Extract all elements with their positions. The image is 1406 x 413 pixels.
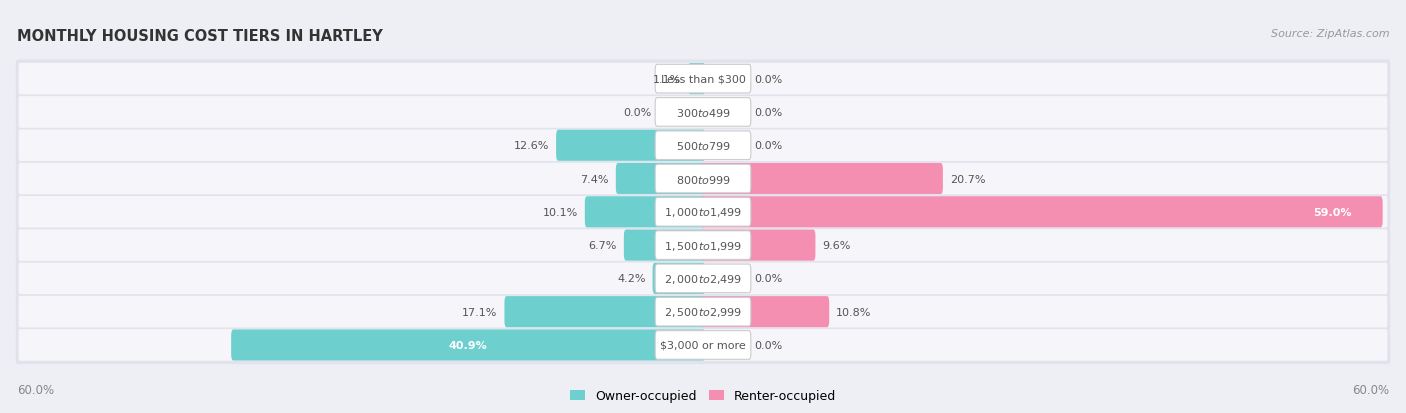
Text: 60.0%: 60.0% [1353,384,1389,396]
Text: Less than $300: Less than $300 [661,74,745,84]
FancyBboxPatch shape [15,326,1391,364]
FancyBboxPatch shape [18,263,1388,294]
FancyBboxPatch shape [18,130,1388,161]
FancyBboxPatch shape [15,260,1391,298]
FancyBboxPatch shape [15,226,1391,265]
Text: 60.0%: 60.0% [17,384,53,396]
FancyBboxPatch shape [655,298,751,326]
Text: $300 to $499: $300 to $499 [675,107,731,119]
Text: 10.8%: 10.8% [837,307,872,317]
FancyBboxPatch shape [15,94,1391,132]
Text: 10.1%: 10.1% [543,207,578,217]
FancyBboxPatch shape [655,331,751,359]
Text: $2,000 to $2,499: $2,000 to $2,499 [664,272,742,285]
FancyBboxPatch shape [700,297,830,328]
FancyBboxPatch shape [505,297,706,328]
FancyBboxPatch shape [18,197,1388,228]
FancyBboxPatch shape [15,293,1391,331]
Text: $800 to $999: $800 to $999 [675,173,731,185]
FancyBboxPatch shape [231,330,706,361]
FancyBboxPatch shape [655,198,751,227]
Text: Source: ZipAtlas.com: Source: ZipAtlas.com [1271,29,1389,39]
Legend: Owner-occupied, Renter-occupied: Owner-occupied, Renter-occupied [565,385,841,407]
Text: 20.7%: 20.7% [950,174,986,184]
FancyBboxPatch shape [15,60,1391,99]
FancyBboxPatch shape [624,230,706,261]
FancyBboxPatch shape [15,193,1391,231]
Text: 9.6%: 9.6% [823,240,851,251]
FancyBboxPatch shape [652,263,706,294]
Text: $3,000 or more: $3,000 or more [661,340,745,350]
FancyBboxPatch shape [557,131,706,161]
FancyBboxPatch shape [15,160,1391,198]
FancyBboxPatch shape [655,132,751,160]
Text: 17.1%: 17.1% [463,307,498,317]
FancyBboxPatch shape [18,163,1388,195]
FancyBboxPatch shape [700,230,815,261]
FancyBboxPatch shape [700,164,943,195]
Text: 59.0%: 59.0% [1313,207,1351,217]
Text: 0.0%: 0.0% [755,74,783,84]
Text: $1,000 to $1,499: $1,000 to $1,499 [664,206,742,219]
FancyBboxPatch shape [655,65,751,94]
FancyBboxPatch shape [655,165,751,193]
FancyBboxPatch shape [18,296,1388,328]
FancyBboxPatch shape [15,127,1391,165]
Text: $2,500 to $2,999: $2,500 to $2,999 [664,306,742,318]
FancyBboxPatch shape [18,64,1388,95]
Text: $1,500 to $1,999: $1,500 to $1,999 [664,239,742,252]
Text: 0.0%: 0.0% [755,274,783,284]
Text: 0.0%: 0.0% [755,340,783,350]
Text: 0.0%: 0.0% [755,141,783,151]
Text: 1.1%: 1.1% [652,74,681,84]
FancyBboxPatch shape [18,97,1388,128]
FancyBboxPatch shape [18,230,1388,261]
FancyBboxPatch shape [688,64,706,95]
FancyBboxPatch shape [616,164,706,195]
Text: $500 to $799: $500 to $799 [675,140,731,152]
Text: 6.7%: 6.7% [589,240,617,251]
Text: 40.9%: 40.9% [449,340,488,350]
FancyBboxPatch shape [655,98,751,127]
FancyBboxPatch shape [18,329,1388,361]
Text: 0.0%: 0.0% [623,108,651,118]
FancyBboxPatch shape [585,197,706,228]
Text: MONTHLY HOUSING COST TIERS IN HARTLEY: MONTHLY HOUSING COST TIERS IN HARTLEY [17,29,382,44]
Text: 0.0%: 0.0% [755,108,783,118]
FancyBboxPatch shape [655,231,751,260]
Text: 12.6%: 12.6% [513,141,550,151]
FancyBboxPatch shape [700,197,1382,228]
Text: 4.2%: 4.2% [617,274,645,284]
Text: 7.4%: 7.4% [581,174,609,184]
FancyBboxPatch shape [655,264,751,293]
